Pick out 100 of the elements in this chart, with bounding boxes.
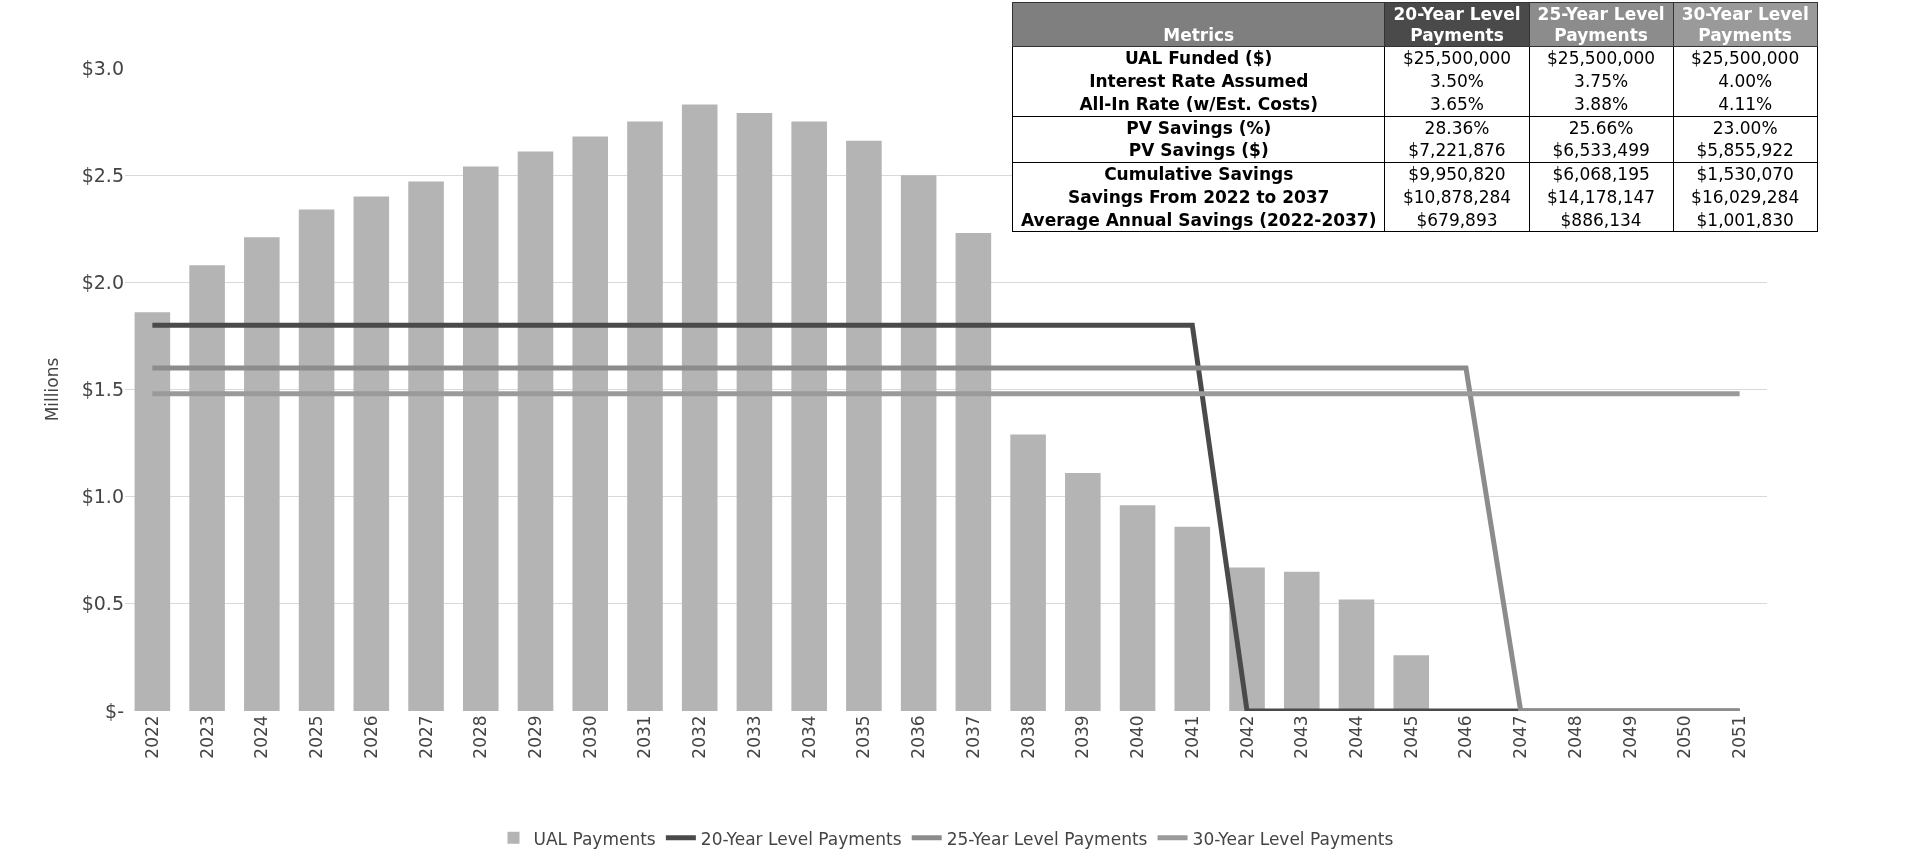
x-tick-label: 2044 xyxy=(1346,715,1367,759)
bar xyxy=(1010,434,1046,711)
category-label: PV Savings ($) xyxy=(1128,140,1269,161)
bar xyxy=(681,104,718,711)
text: 3.75% xyxy=(1574,71,1629,92)
text: $16,029,284 xyxy=(1691,186,1800,207)
category-label: Savings From 2022 to 2037 xyxy=(1068,186,1330,207)
text: $10,878,284 xyxy=(1402,186,1512,207)
text: $7,221,876 xyxy=(1408,140,1506,161)
category-label: 30-Year Level Payments xyxy=(1673,2,1818,47)
y-tick-label: $2.5 xyxy=(81,163,124,186)
x-tick-label: 2048 xyxy=(1564,715,1585,759)
bar xyxy=(1283,571,1320,711)
x-tick-label: 2033 xyxy=(743,715,764,759)
category-label: Interest Rate Assumed xyxy=(1089,71,1309,92)
legend-label: 30-Year Level Payments xyxy=(1192,828,1394,849)
text: $6,068,195 xyxy=(1552,164,1650,185)
x-tick-label: 2025 xyxy=(306,715,327,759)
bar xyxy=(462,166,499,711)
x-tick-label: 2028 xyxy=(470,715,491,759)
text: 23.00% xyxy=(1712,117,1778,138)
bar xyxy=(408,181,444,711)
y-tick-label: $3.0 xyxy=(81,56,124,79)
x-tick-label: 2036 xyxy=(908,715,929,759)
x-tick-label: 2034 xyxy=(798,715,819,759)
bar xyxy=(572,136,609,711)
text: 28.36% xyxy=(1424,117,1490,138)
x-tick-label: 2022 xyxy=(141,715,162,759)
bar xyxy=(244,237,280,711)
text: 3.88% xyxy=(1574,93,1629,114)
bar xyxy=(353,196,390,711)
x-tick-label: 2050 xyxy=(1674,715,1695,759)
category-label: UAL Funded ($) xyxy=(1125,48,1273,69)
bar xyxy=(791,121,827,711)
bar xyxy=(517,151,554,711)
legend-label: 25-Year Level Payments xyxy=(946,828,1148,849)
text: Metrics xyxy=(1012,2,1385,47)
text: 4.11% xyxy=(1718,93,1773,114)
x-tick-label: 2032 xyxy=(689,715,710,759)
x-tick-label: 2049 xyxy=(1619,715,1640,759)
x-tick-label: 2038 xyxy=(1017,715,1038,759)
bar xyxy=(955,233,992,711)
bar xyxy=(134,312,171,711)
x-tick-label: 2027 xyxy=(415,715,436,759)
bar xyxy=(1119,505,1156,711)
x-tick-label: 2051 xyxy=(1729,715,1750,759)
y-tick-label: $2.0 xyxy=(81,270,124,293)
text: $9,950,820 xyxy=(1408,164,1506,185)
category-label: 20-Year Level Payments xyxy=(1384,2,1530,47)
text: $679,893 xyxy=(1416,209,1498,230)
x-tick-label: 2046 xyxy=(1455,715,1476,759)
bar xyxy=(846,140,882,711)
x-tick-label: 2039 xyxy=(1072,715,1093,759)
legend-label: 20-Year Level Payments xyxy=(700,828,902,849)
text: 25.66% xyxy=(1568,117,1634,138)
x-tick-label: 2037 xyxy=(962,715,983,759)
text: $14,178,147 xyxy=(1547,186,1656,207)
bar xyxy=(900,175,937,711)
x-tick-label: 2031 xyxy=(634,715,655,759)
text: $1,001,830 xyxy=(1696,209,1794,230)
bar xyxy=(1174,526,1211,711)
text: $6,533,499 xyxy=(1552,140,1650,161)
text: 4.00% xyxy=(1718,71,1773,92)
x-tick-label: 2029 xyxy=(525,715,546,759)
y-axis-title: Millions xyxy=(42,357,63,422)
y-tick-label: $1.5 xyxy=(81,378,124,401)
x-tick-label: 2042 xyxy=(1236,715,1257,759)
x-tick-label: 2041 xyxy=(1181,715,1202,759)
x-tick-label: 2024 xyxy=(251,715,272,759)
text: $25,500,000 xyxy=(1547,48,1656,69)
x-tick-label: 2045 xyxy=(1400,715,1421,759)
bar xyxy=(298,209,335,711)
text: $5,855,922 xyxy=(1696,140,1794,161)
category-label: Average Annual Savings (2022-2037) xyxy=(1021,209,1377,230)
y-tick-label: $0.5 xyxy=(81,592,124,615)
x-tick-label: 2047 xyxy=(1510,715,1531,759)
category-label: All-In Rate (w/Est. Costs) xyxy=(1079,93,1319,114)
text: $25,500,000 xyxy=(1691,48,1800,69)
x-tick-label: 2026 xyxy=(360,715,381,759)
text: $886,134 xyxy=(1560,209,1642,230)
x-tick-label: 2023 xyxy=(196,715,217,759)
bar xyxy=(736,113,773,711)
y-tick-label: $- xyxy=(105,699,124,722)
bar xyxy=(1338,599,1375,711)
text: 3.65% xyxy=(1430,93,1485,114)
x-tick-label: 2030 xyxy=(579,715,600,759)
x-tick-label: 2035 xyxy=(853,715,874,759)
text: $1,530,070 xyxy=(1696,164,1794,185)
bar xyxy=(1393,655,1430,711)
x-tick-label: 2040 xyxy=(1127,715,1148,759)
y-tick-label: $1.0 xyxy=(81,485,124,508)
category-label: PV Savings (%) xyxy=(1126,117,1272,138)
category-label: Cumulative Savings xyxy=(1104,164,1294,185)
text: 3.50% xyxy=(1430,71,1485,92)
text: $25,500,000 xyxy=(1402,48,1512,69)
category-label: 25-Year Level Payments xyxy=(1529,2,1674,47)
bar xyxy=(627,121,663,711)
bar xyxy=(1065,473,1101,711)
x-tick-label: 2043 xyxy=(1291,715,1312,759)
bar xyxy=(189,265,225,711)
